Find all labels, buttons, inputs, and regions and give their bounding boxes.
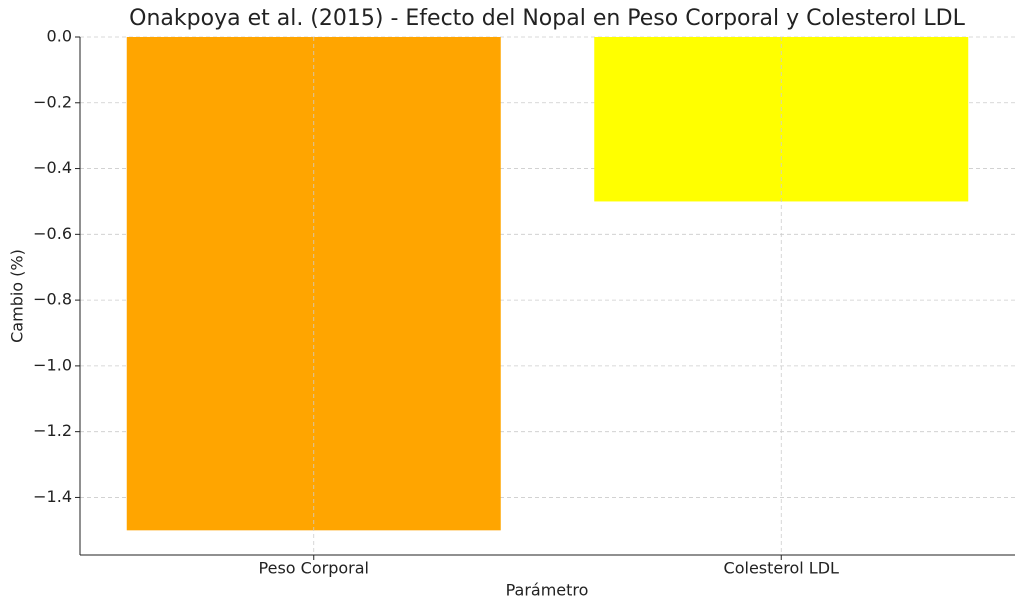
x-tick-label: Colesterol LDL xyxy=(724,559,839,578)
y-tick-label: −1.2 xyxy=(33,421,72,440)
y-tick-label: −1.0 xyxy=(33,355,72,374)
y-tick-label: 0.0 xyxy=(47,27,72,46)
x-tick-label: Peso Corporal xyxy=(259,559,369,578)
y-tick-label: −0.4 xyxy=(33,158,72,177)
bar xyxy=(594,37,969,202)
y-tick-label: −1.4 xyxy=(33,487,72,506)
y-tick-label: −0.6 xyxy=(33,224,72,243)
y-tick-label: −0.2 xyxy=(33,92,72,111)
y-axis-label: Cambio (%) xyxy=(8,249,27,343)
x-axis-label: Parámetro xyxy=(506,581,589,600)
y-tick-label: −0.8 xyxy=(33,290,72,309)
chart-title: Onakpoya et al. (2015) - Efecto del Nopa… xyxy=(129,6,965,31)
